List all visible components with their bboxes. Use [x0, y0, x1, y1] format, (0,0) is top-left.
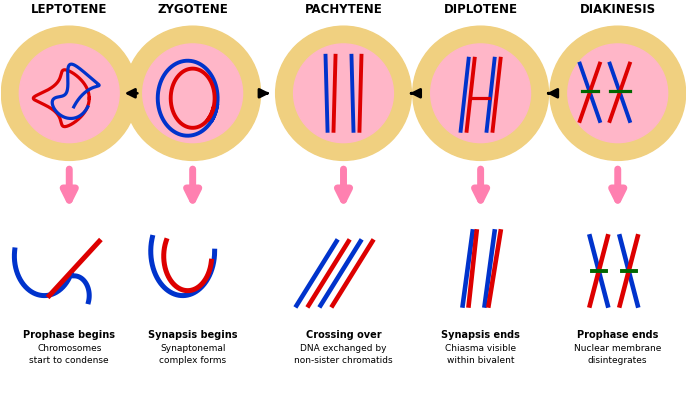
Circle shape [413, 26, 548, 160]
Text: Synapsis begins: Synapsis begins [148, 330, 238, 340]
Text: Crossing over: Crossing over [306, 330, 381, 340]
Text: DNA exchanged by
non-sister chromatids: DNA exchanged by non-sister chromatids [294, 344, 393, 365]
Text: Prophase begins: Prophase begins [23, 330, 115, 340]
Text: ZYGOTENE: ZYGOTENE [157, 3, 228, 16]
Text: Prophase ends: Prophase ends [577, 330, 658, 340]
Text: Chromosomes
start to condense: Chromosomes start to condense [30, 344, 109, 365]
Text: Synapsis ends: Synapsis ends [441, 330, 520, 340]
Text: DIPLOTENE: DIPLOTENE [444, 3, 517, 16]
Text: DIAKINESIS: DIAKINESIS [580, 3, 656, 16]
Text: Nuclear membrane
disintegrates: Nuclear membrane disintegrates [574, 344, 662, 365]
Circle shape [568, 44, 668, 143]
Text: PACHYTENE: PACHYTENE [304, 3, 383, 16]
Circle shape [431, 44, 530, 143]
Circle shape [19, 44, 119, 143]
Circle shape [125, 26, 260, 160]
Circle shape [293, 44, 394, 143]
Circle shape [550, 26, 686, 160]
Text: Chiasma visible
within bivalent: Chiasma visible within bivalent [445, 344, 516, 365]
Circle shape [275, 26, 412, 160]
Circle shape [143, 44, 243, 143]
Text: Synaptonemal
complex forms: Synaptonemal complex forms [159, 344, 226, 365]
Text: LEPTOTENE: LEPTOTENE [31, 3, 107, 16]
Circle shape [1, 26, 137, 160]
